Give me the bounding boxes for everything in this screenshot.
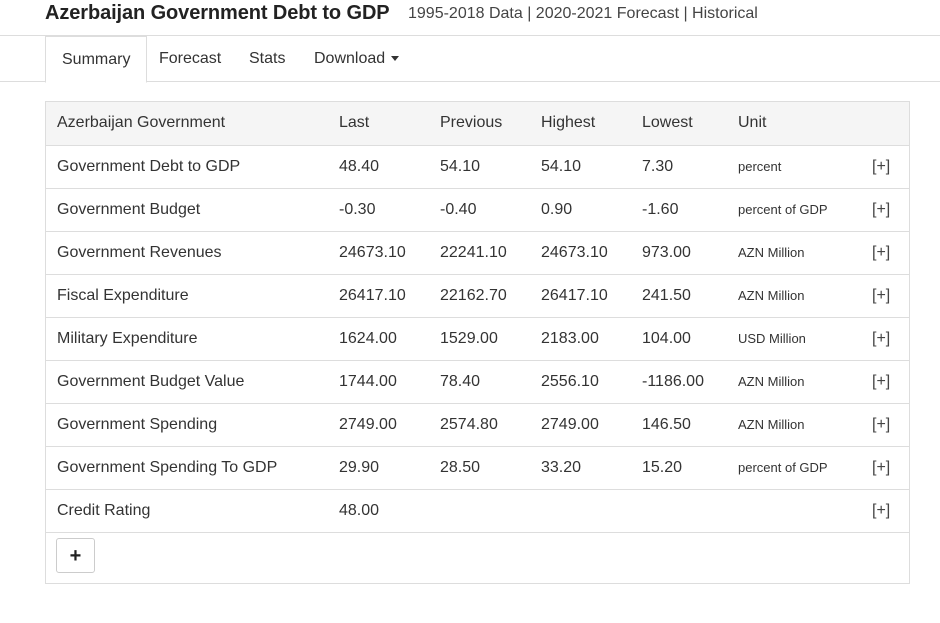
- indicator-name-link[interactable]: Fiscal Expenditure: [46, 274, 339, 318]
- previous-value: 1529.00: [440, 317, 541, 361]
- tab-stats[interactable]: Stats: [249, 50, 286, 67]
- highest-value: 2749.00: [541, 403, 642, 447]
- expand-row-button[interactable]: [+]: [872, 231, 909, 275]
- column-header-lowest: Lowest: [642, 102, 738, 146]
- expand-row-button[interactable]: [+]: [872, 145, 909, 189]
- last-value: 29.90: [339, 446, 440, 490]
- last-value: 2749.00: [339, 403, 440, 447]
- unit-value: AZN Million: [738, 274, 872, 318]
- unit-value: USD Million: [738, 317, 872, 361]
- lowest-value: 7.30: [642, 145, 738, 189]
- table-row: Credit Rating 48.00 [+]: [46, 489, 909, 533]
- indicator-name-link[interactable]: Government Budget: [46, 188, 339, 232]
- page-title: Azerbaijan Government Debt to GDP: [45, 2, 390, 24]
- last-value: 26417.10: [339, 274, 440, 318]
- last-value: 1624.00: [339, 317, 440, 361]
- lowest-value: [642, 489, 738, 533]
- highest-value: 33.20: [541, 446, 642, 490]
- highest-value: 24673.10: [541, 231, 642, 275]
- unit-value: percent of GDP: [738, 188, 872, 232]
- unit-value: AZN Million: [738, 231, 872, 275]
- unit-value: [738, 489, 872, 533]
- table-row: Fiscal Expenditure 26417.10 22162.70 264…: [46, 274, 909, 318]
- column-header-highest: Highest: [541, 102, 642, 146]
- highest-value: 2556.10: [541, 360, 642, 404]
- expand-row-button[interactable]: [+]: [872, 188, 909, 232]
- previous-value: -0.40: [440, 188, 541, 232]
- column-header-last: Last: [339, 102, 440, 146]
- tab-bar: Summary Forecast Stats Download: [0, 36, 940, 83]
- previous-value: 78.40: [440, 360, 541, 404]
- previous-value: 22162.70: [440, 274, 541, 318]
- page-header: Azerbaijan Government Debt to GDP 1995-2…: [0, 0, 940, 36]
- indicators-panel: Azerbaijan Government Last Previous High…: [45, 101, 910, 584]
- unit-value: percent of GDP: [738, 446, 872, 490]
- last-value: -0.30: [339, 188, 440, 232]
- plus-icon: +: [69, 544, 82, 567]
- column-header-unit: Unit: [738, 102, 872, 146]
- lowest-value: 104.00: [642, 317, 738, 361]
- expand-row-button[interactable]: [+]: [872, 489, 909, 533]
- table-row: Government Revenues 24673.10 22241.10 24…: [46, 231, 909, 275]
- lowest-value: -1186.00: [642, 360, 738, 404]
- indicator-name-link[interactable]: Government Budget Value: [46, 360, 339, 404]
- table-row: Government Spending To GDP 29.90 28.50 3…: [46, 446, 909, 490]
- unit-value: AZN Million: [738, 360, 872, 404]
- expand-row-button[interactable]: [+]: [872, 317, 909, 361]
- expand-row-button[interactable]: [+]: [872, 446, 909, 490]
- tab-download[interactable]: Download: [298, 36, 415, 82]
- add-indicator-button[interactable]: +: [56, 538, 95, 573]
- previous-value: 28.50: [440, 446, 541, 490]
- tab-summary[interactable]: Summary: [45, 36, 148, 83]
- expand-row-button[interactable]: [+]: [872, 360, 909, 404]
- highest-value: 2183.00: [541, 317, 642, 361]
- previous-value: 2574.80: [440, 403, 541, 447]
- unit-value: percent: [738, 145, 872, 189]
- indicator-name-link[interactable]: Government Debt to GDP: [46, 145, 339, 189]
- unit-value: AZN Million: [738, 403, 872, 447]
- lowest-value: 146.50: [642, 403, 738, 447]
- page-subtitle: 1995-2018 Data | 2020-2021 Forecast | Hi…: [408, 5, 758, 22]
- lowest-value: 241.50: [642, 274, 738, 318]
- highest-value: [541, 489, 642, 533]
- previous-value: 22241.10: [440, 231, 541, 275]
- last-value: 48.40: [339, 145, 440, 189]
- caret-down-icon: [391, 56, 400, 62]
- previous-value: [440, 489, 541, 533]
- column-header-previous: Previous: [440, 102, 541, 146]
- expand-row-button[interactable]: [+]: [872, 274, 909, 318]
- indicators-table: Azerbaijan Government Last Previous High…: [46, 102, 909, 533]
- column-header-indicator: Azerbaijan Government: [46, 102, 339, 146]
- highest-value: 26417.10: [541, 274, 642, 318]
- table-header-row: Azerbaijan Government Last Previous High…: [46, 102, 909, 146]
- tab-forecast[interactable]: Forecast: [159, 50, 222, 67]
- table-row: Government Spending 2749.00 2574.80 2749…: [46, 403, 909, 447]
- highest-value: 0.90: [541, 188, 642, 232]
- table-row: Government Budget -0.30 -0.40 0.90 -1.60…: [46, 188, 909, 232]
- indicator-name-link[interactable]: Government Spending To GDP: [46, 446, 339, 490]
- indicator-name-link[interactable]: Credit Rating: [46, 489, 339, 533]
- lowest-value: -1.60: [642, 188, 738, 232]
- last-value: 24673.10: [339, 231, 440, 275]
- lowest-value: 973.00: [642, 231, 738, 275]
- expand-row-button[interactable]: [+]: [872, 403, 909, 447]
- lowest-value: 15.20: [642, 446, 738, 490]
- indicator-name-link[interactable]: Military Expenditure: [46, 317, 339, 361]
- column-header-expand: [872, 102, 909, 146]
- last-value: 1744.00: [339, 360, 440, 404]
- previous-value: 54.10: [440, 145, 541, 189]
- indicator-name-link[interactable]: Government Spending: [46, 403, 339, 447]
- table-row: Government Budget Value 1744.00 78.40 25…: [46, 360, 909, 404]
- last-value: 48.00: [339, 489, 440, 533]
- table-row: Military Expenditure 1624.00 1529.00 218…: [46, 317, 909, 361]
- indicator-name-link[interactable]: Government Revenues: [46, 231, 339, 275]
- table-row: Government Debt to GDP 48.40 54.10 54.10…: [46, 145, 909, 189]
- highest-value: 54.10: [541, 145, 642, 189]
